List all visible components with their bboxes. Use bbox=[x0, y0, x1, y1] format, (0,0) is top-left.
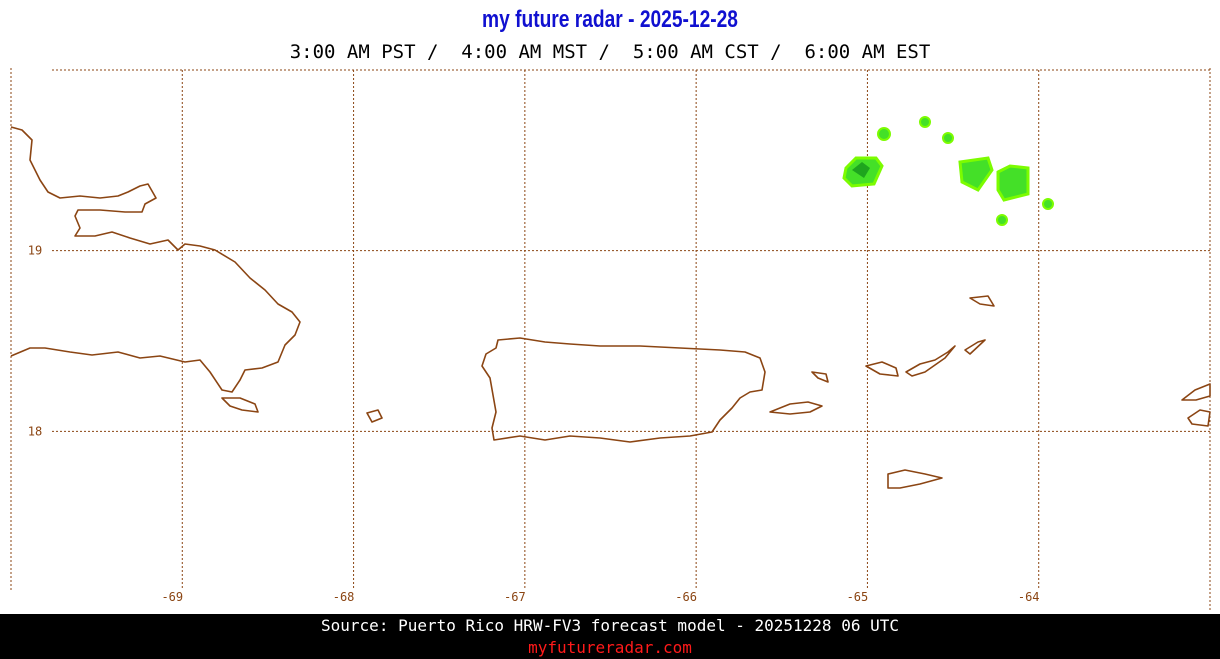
st-kitts bbox=[1187, 409, 1211, 427]
x-tick-label: -67 bbox=[504, 590, 526, 604]
echo bbox=[996, 164, 1030, 202]
y-tick-label: 18 bbox=[28, 424, 42, 438]
echo bbox=[877, 127, 891, 141]
coastlines bbox=[10, 126, 1211, 489]
st-thomas bbox=[865, 361, 899, 377]
title: my future radar - 2025-12-28 bbox=[482, 5, 738, 33]
st-martin bbox=[1181, 383, 1211, 401]
echo bbox=[958, 156, 994, 192]
island bbox=[221, 397, 259, 413]
footer-bar bbox=[0, 614, 1220, 659]
mona bbox=[366, 409, 383, 423]
anegada bbox=[969, 295, 995, 307]
x-tick-label: -66 bbox=[675, 590, 697, 604]
y-tick-label: 19 bbox=[28, 244, 42, 258]
source: Source: Puerto Rico HRW-FV3 forecast mod… bbox=[321, 616, 899, 635]
hispaniola bbox=[10, 126, 301, 393]
echo bbox=[942, 132, 954, 144]
culebra bbox=[811, 371, 829, 383]
map bbox=[10, 68, 1211, 612]
echo bbox=[996, 214, 1008, 226]
grid bbox=[52, 70, 1210, 588]
x-tick-label: -68 bbox=[333, 590, 355, 604]
echo bbox=[919, 116, 931, 128]
vieques bbox=[769, 401, 823, 415]
radar-echoes bbox=[842, 116, 1054, 226]
x-tick-label: -69 bbox=[161, 590, 183, 604]
echo bbox=[1042, 198, 1054, 210]
site-link[interactable]: myfutureradar.com bbox=[528, 638, 692, 657]
time-line: 3:00 AM PST / 4:00 AM MST / 5:00 AM CST … bbox=[290, 41, 931, 63]
x-tick-label: -65 bbox=[847, 590, 869, 604]
x-tick-label: -64 bbox=[1018, 590, 1040, 604]
st-croix bbox=[887, 469, 943, 489]
bvi bbox=[905, 345, 956, 377]
puerto-rico bbox=[481, 337, 766, 443]
virgin-gorda bbox=[964, 339, 986, 355]
echo bbox=[852, 162, 870, 178]
